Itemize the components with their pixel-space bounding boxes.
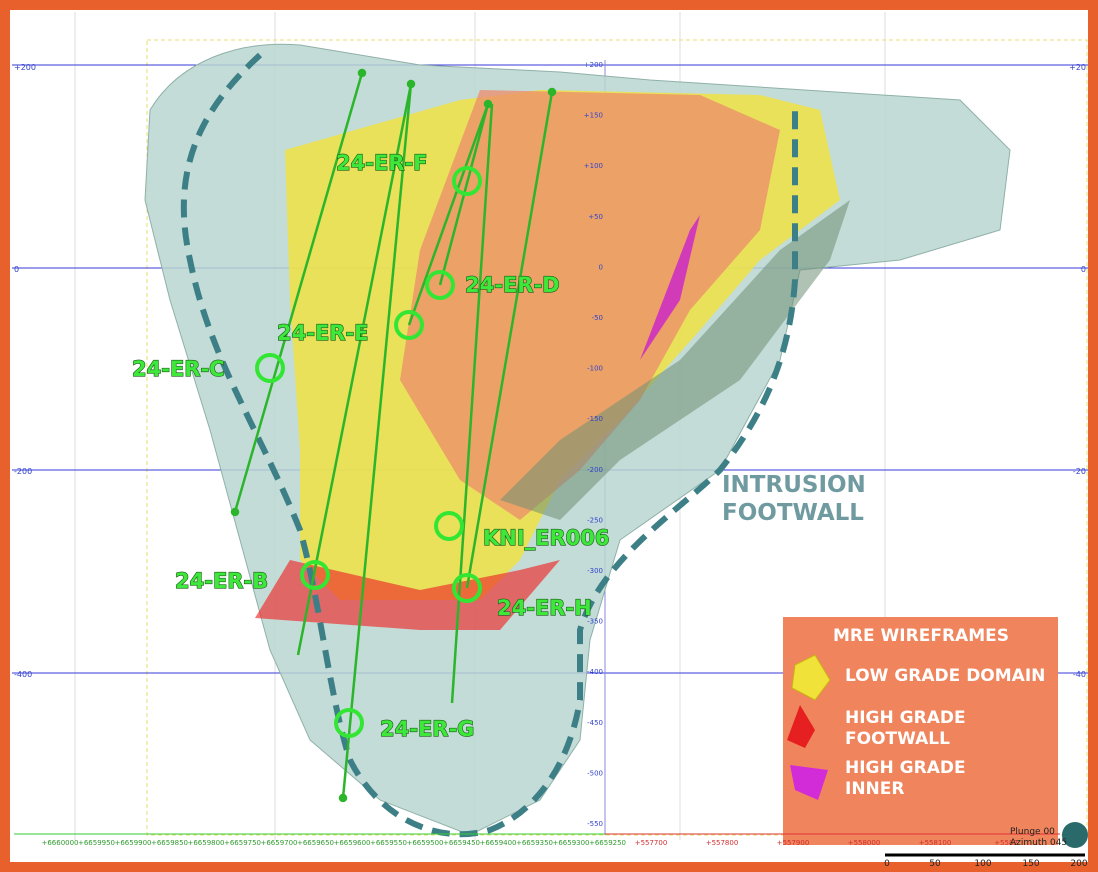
section-tick: -450 xyxy=(587,719,603,727)
section-tick: -550 xyxy=(587,820,603,828)
hole-label: 24-ER-H xyxy=(497,596,592,620)
easting: +558100 xyxy=(919,839,952,847)
northing: +6659450 xyxy=(443,839,480,847)
footwall-outline xyxy=(180,52,798,838)
legend-item: HIGH GRADE xyxy=(845,758,966,778)
high-grade-footwall xyxy=(255,560,560,630)
northing: +6659300 xyxy=(552,839,589,847)
right-label: 0 xyxy=(1081,265,1086,274)
view-globe xyxy=(1062,822,1088,848)
hole-marker xyxy=(300,560,330,590)
section-tick: -250 xyxy=(587,516,603,524)
footwall-layer xyxy=(500,200,850,520)
drill-traces xyxy=(230,68,557,803)
northing: +6659950 xyxy=(78,839,115,847)
hole-label: 24-ER-G xyxy=(380,717,474,741)
scale-label: 200 xyxy=(1070,859,1087,869)
section-tick: +150 xyxy=(584,112,603,120)
northing: +6659700 xyxy=(260,839,297,847)
hole-label: 24-ER-D xyxy=(465,273,560,297)
section-tick: -350 xyxy=(587,618,603,626)
easting: +557700 xyxy=(635,839,668,847)
easting: +5582 xyxy=(994,839,1018,847)
section-tick: -100 xyxy=(587,365,603,373)
hole-label: 24-ER-C xyxy=(132,357,225,381)
northing: +6659500 xyxy=(406,839,443,847)
legend-item: LOW GRADE DOMAIN xyxy=(845,666,1045,686)
section-tick: -500 xyxy=(587,769,603,777)
northing: +6659400 xyxy=(479,839,516,847)
plunge: Plunge 00 xyxy=(1010,827,1055,837)
annotation: FOOTWALL xyxy=(722,500,864,526)
section-tick: 0 xyxy=(599,263,603,271)
hole-marker xyxy=(334,708,364,738)
legend-item: FOOTWALL xyxy=(845,729,950,749)
section-tick: -300 xyxy=(587,567,603,575)
northing: +6659750 xyxy=(224,839,261,847)
hole-marker xyxy=(452,166,482,196)
hole-marker xyxy=(452,573,482,603)
easting: +557800 xyxy=(706,839,739,847)
northing: +6659850 xyxy=(151,839,188,847)
scale-label: 0 xyxy=(884,859,890,869)
northing: +6659600 xyxy=(333,839,370,847)
hole-label: 24-ER-F xyxy=(336,151,428,175)
northing: +6659650 xyxy=(297,839,334,847)
legend-item: HIGH GRADE xyxy=(845,708,966,728)
left-label: 0 xyxy=(14,265,19,274)
right-label: +20 xyxy=(1069,63,1086,72)
hole-label: KNI_ER006 xyxy=(483,526,610,550)
hole-marker xyxy=(425,270,455,300)
left-label: +200 xyxy=(14,63,36,72)
easting: +557900 xyxy=(777,839,810,847)
right-label: -40 xyxy=(1073,670,1086,679)
section-tick: -50 xyxy=(592,314,603,322)
hole-label: 24-ER-E xyxy=(277,321,369,345)
legend-swatch xyxy=(790,765,828,800)
section-tick: +50 xyxy=(588,213,603,221)
northing: +6659350 xyxy=(516,839,553,847)
hole-label: 24-ER-B xyxy=(175,569,268,593)
legend-swatch xyxy=(791,654,831,701)
left-label: -400 xyxy=(14,670,32,679)
hole-marker xyxy=(434,511,464,541)
left-label: -200 xyxy=(14,467,32,476)
legend-swatch xyxy=(787,705,815,748)
easting: +558000 xyxy=(848,839,881,847)
hole-marker xyxy=(394,310,424,340)
northing: +6660000 xyxy=(41,839,78,847)
northing: +6659550 xyxy=(370,839,407,847)
section-tick: -150 xyxy=(587,415,603,423)
bounds xyxy=(146,39,1088,836)
northing: +6659900 xyxy=(114,839,151,847)
annotation: INTRUSION xyxy=(722,472,866,498)
northing: +6659800 xyxy=(187,839,224,847)
high-grade-inner xyxy=(640,215,700,360)
azimuth: Azimuth 045 xyxy=(1010,838,1067,848)
legend-item: INNER xyxy=(845,779,904,799)
hole-marker xyxy=(255,353,285,383)
high-grade-core xyxy=(400,90,780,520)
section-tick: -200 xyxy=(587,466,603,474)
scale-label: 100 xyxy=(974,859,991,869)
legend-title: MRE WIREFRAMES xyxy=(833,626,1009,646)
legend-box xyxy=(783,617,1058,845)
northing: +6659250 xyxy=(589,839,626,847)
scale-label: 150 xyxy=(1022,859,1039,869)
scale-label: 50 xyxy=(929,859,941,869)
right-label: -20 xyxy=(1073,467,1086,476)
section-tick: +100 xyxy=(584,162,603,170)
section-tick: +200 xyxy=(584,61,603,69)
section-tick: -400 xyxy=(587,668,603,676)
